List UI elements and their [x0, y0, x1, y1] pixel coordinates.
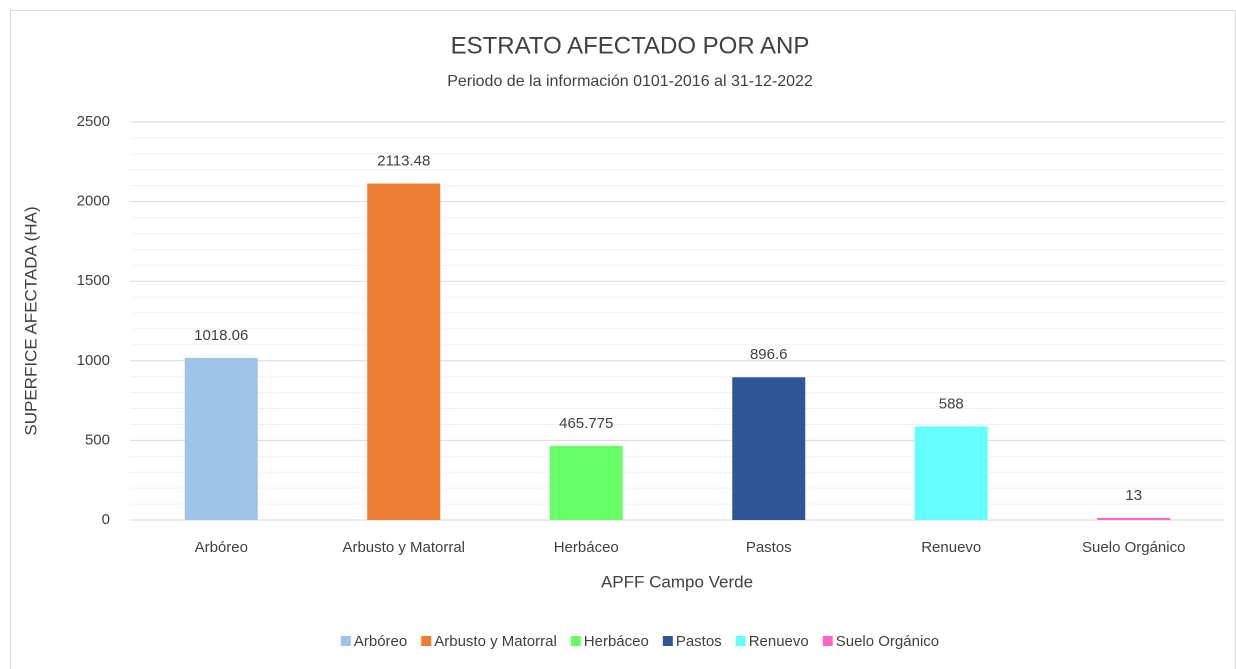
y-axis-title: SUPERFICE AFECTADA (HA): [21, 206, 40, 435]
data-label: 588: [939, 395, 964, 412]
y-tick-label: 2000: [77, 193, 110, 210]
data-label: 896.6: [750, 346, 788, 363]
x-tick-label: Arbusto y Matorral: [342, 539, 465, 556]
x-tick-label: Suelo Orgánico: [1082, 539, 1185, 556]
x-tick-label: Arbóreo: [195, 539, 248, 556]
x-axis-title: APFF Campo Verde: [601, 572, 753, 591]
bar: [549, 445, 623, 520]
legend-swatch: [421, 636, 432, 646]
chart-title: ESTRATO AFECTADO POR ANP: [451, 32, 810, 59]
legend-label: Pastos: [676, 633, 722, 650]
bar: [732, 377, 806, 520]
y-tick-label: 500: [85, 431, 110, 448]
legend-swatch: [822, 636, 833, 646]
y-tick-label: 1000: [77, 352, 110, 369]
data-label: 13: [1125, 487, 1142, 504]
legend-label: Renuevo: [749, 633, 809, 650]
legend-label: Suelo Orgánico: [836, 633, 939, 650]
x-tick-label: Renuevo: [921, 539, 981, 556]
bar: [914, 426, 988, 520]
bar: [184, 357, 258, 520]
x-tick-label: Pastos: [746, 539, 792, 556]
y-tick-label: 1500: [77, 272, 110, 289]
y-tick-label: 2500: [77, 113, 110, 130]
data-label: 2113.48: [377, 153, 430, 170]
y-tick-label: 0: [102, 511, 110, 528]
legend-label: Arbóreo: [354, 633, 407, 650]
data-label: 1018.06: [194, 327, 248, 344]
legend-swatch: [340, 636, 351, 646]
legend-label: Herbáceo: [584, 633, 649, 650]
x-tick-label: Herbáceo: [554, 539, 619, 556]
legend-swatch: [735, 636, 746, 646]
data-label: 465.775: [559, 415, 613, 432]
bar: [1097, 517, 1171, 520]
legend-swatch: [570, 636, 581, 646]
bar: [367, 183, 441, 520]
legend-swatch: [662, 636, 673, 646]
legend-label: Arbusto y Matorral: [434, 633, 557, 650]
chart-subtitle: Periodo de la información 0101-2016 al 3…: [447, 73, 813, 90]
